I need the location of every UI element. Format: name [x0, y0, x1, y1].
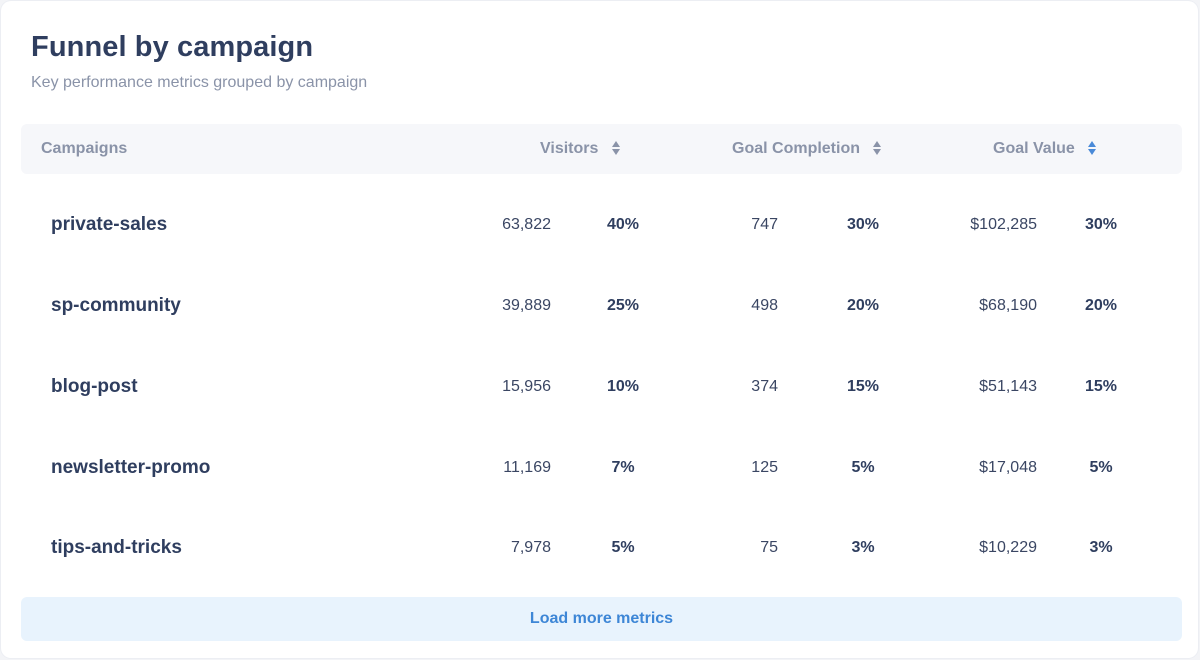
column-header-label: Goal Completion — [732, 140, 860, 157]
table-row[interactable]: newsletter-promo 11,169 7% 125 5% $17,04… — [21, 427, 1182, 508]
page-subtitle: Key performance metrics grouped by campa… — [31, 74, 368, 91]
goal-value-percent: 5% — [1089, 459, 1113, 476]
load-more-button[interactable]: Load more metrics — [21, 597, 1182, 641]
goal-completion-count: 374 — [751, 378, 778, 395]
goal-completion-percent: 3% — [851, 539, 875, 556]
campaign-name: private-sales — [51, 214, 168, 235]
table-header: Campaigns Visitors Goal Completion Goal … — [21, 124, 1182, 174]
goal-completion-count: 747 — [751, 216, 778, 233]
table-row[interactable]: private-sales 63,822 40% 747 30% $102,28… — [21, 184, 1182, 265]
goal-value-amount: $68,190 — [979, 297, 1037, 314]
campaign-name: sp-community — [51, 295, 181, 316]
campaign-name: newsletter-promo — [51, 457, 211, 478]
goal-completion-count: 498 — [751, 297, 778, 314]
goal-value-amount: $102,285 — [970, 216, 1037, 233]
goal-completion-count: 75 — [760, 539, 778, 556]
goal-value-percent: 3% — [1089, 539, 1113, 556]
goal-value-percent: 30% — [1084, 216, 1118, 233]
visitors-percent: 7% — [611, 459, 635, 476]
visitors-count: 15,956 — [502, 378, 551, 395]
campaign-name: tips-and-tricks — [51, 537, 182, 558]
visitors-percent: 40% — [606, 216, 640, 233]
goal-value-amount: $10,229 — [979, 539, 1037, 556]
table-row[interactable]: sp-community 39,889 25% 498 20% $68,190 … — [21, 265, 1182, 346]
visitors-count: 7,978 — [510, 539, 551, 556]
goal-completion-count: 125 — [751, 459, 778, 476]
table-row[interactable]: blog-post 15,956 10% 374 15% $51,143 15% — [21, 346, 1182, 427]
column-header-label: Campaigns — [41, 140, 128, 157]
sort-icon[interactable] — [872, 139, 882, 157]
goal-value-amount: $17,048 — [979, 459, 1037, 476]
visitors-count: 63,822 — [502, 216, 551, 233]
goal-completion-percent: 30% — [846, 216, 880, 233]
column-header-visitors[interactable]: Visitors — [540, 124, 621, 174]
visitors-count: 11,169 — [503, 459, 551, 476]
visitors-percent: 10% — [606, 378, 640, 395]
visitors-percent: 25% — [606, 297, 640, 314]
visitors-count: 39,889 — [502, 297, 551, 314]
goal-value-percent: 15% — [1084, 378, 1118, 395]
column-header-label: Goal Value — [993, 140, 1075, 157]
campaign-name: blog-post — [51, 376, 138, 397]
column-header-campaigns: Campaigns — [41, 124, 127, 174]
sort-active-icon[interactable] — [1087, 139, 1097, 157]
page-title: Funnel by campaign — [31, 31, 314, 63]
column-header-goal-value[interactable]: Goal Value — [993, 124, 1097, 174]
sort-icon[interactable] — [611, 139, 621, 157]
visitors-percent: 5% — [611, 539, 635, 556]
column-header-goal-completion[interactable]: Goal Completion — [732, 124, 882, 174]
goal-completion-percent: 5% — [851, 459, 875, 476]
goal-completion-percent: 15% — [846, 378, 880, 395]
goal-completion-percent: 20% — [846, 297, 880, 314]
table-row[interactable]: tips-and-tricks 7,978 5% 75 3% $10,229 3… — [21, 507, 1182, 588]
goal-value-percent: 20% — [1084, 297, 1118, 314]
column-header-label: Visitors — [540, 140, 599, 157]
goal-value-amount: $51,143 — [979, 378, 1037, 395]
